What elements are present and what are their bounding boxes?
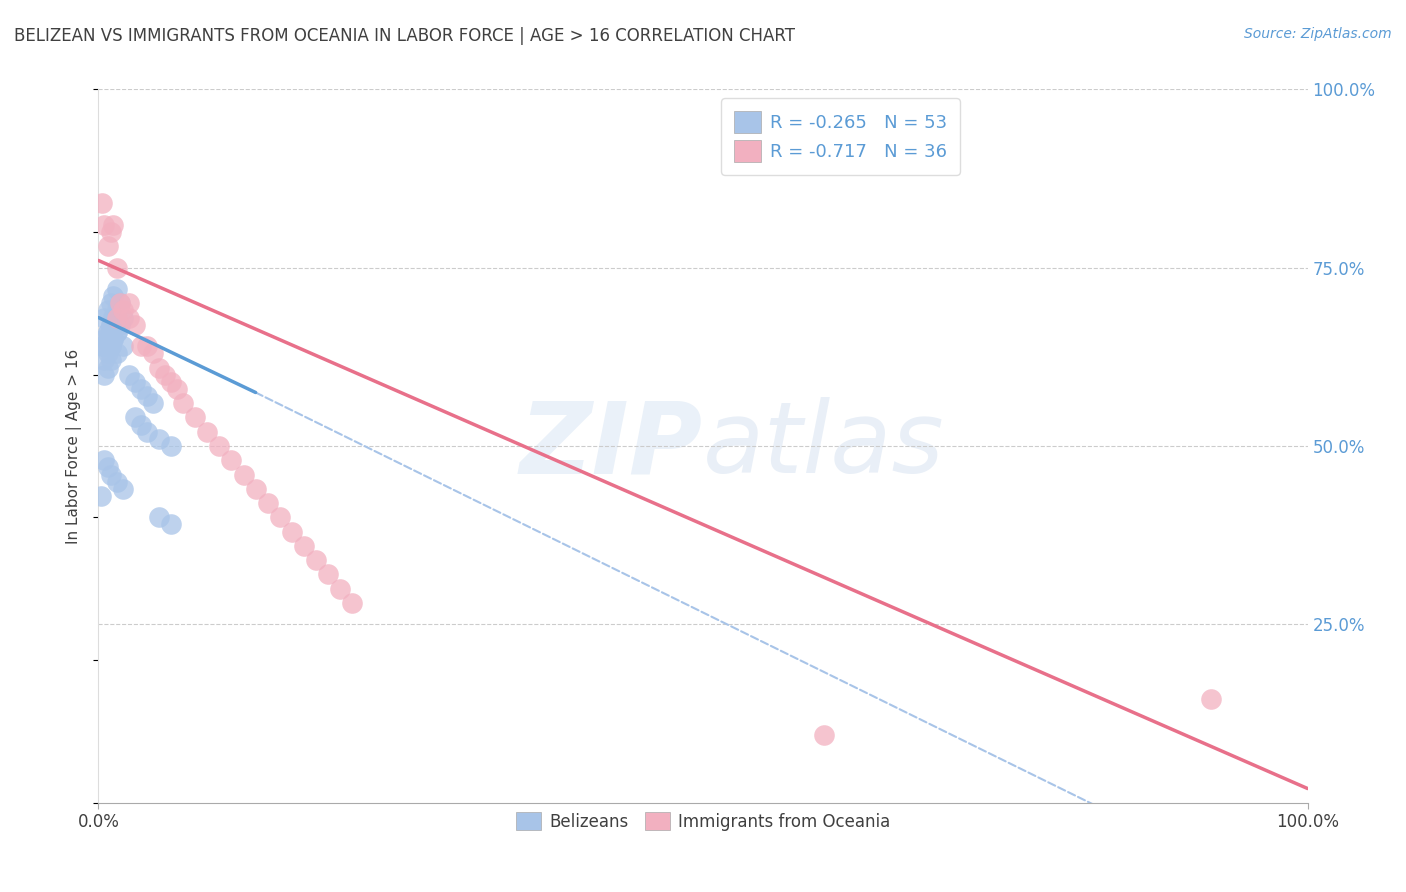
Point bbox=[100, 296, 122, 310]
Point bbox=[305, 553, 328, 567]
Point bbox=[129, 382, 152, 396]
Point bbox=[135, 389, 157, 403]
Point bbox=[135, 425, 157, 439]
Point bbox=[105, 325, 128, 339]
Point bbox=[118, 296, 141, 310]
Point bbox=[148, 360, 170, 375]
Point bbox=[100, 318, 122, 332]
Point bbox=[813, 728, 835, 742]
Point bbox=[90, 489, 112, 503]
Point bbox=[105, 310, 128, 325]
Point bbox=[166, 382, 188, 396]
Point bbox=[111, 310, 134, 325]
Point bbox=[256, 496, 278, 510]
Point bbox=[101, 332, 124, 346]
Point bbox=[100, 339, 122, 353]
Point bbox=[160, 375, 183, 389]
Point bbox=[105, 260, 128, 275]
Point bbox=[208, 439, 231, 453]
Point bbox=[101, 310, 124, 325]
Point bbox=[160, 517, 183, 532]
Point bbox=[124, 375, 146, 389]
Point bbox=[101, 318, 124, 332]
Point bbox=[108, 296, 131, 310]
Point bbox=[108, 318, 131, 332]
Point bbox=[105, 475, 128, 489]
Point bbox=[97, 460, 120, 475]
Point bbox=[91, 196, 114, 211]
Legend: Belizeans, Immigrants from Oceania: Belizeans, Immigrants from Oceania bbox=[509, 805, 897, 838]
Point bbox=[105, 303, 128, 318]
Point bbox=[148, 432, 170, 446]
Point bbox=[97, 325, 120, 339]
Point bbox=[97, 239, 120, 253]
Text: ZIP: ZIP bbox=[520, 398, 703, 494]
Point bbox=[172, 396, 194, 410]
Point bbox=[97, 325, 120, 339]
Point bbox=[101, 289, 124, 303]
Point bbox=[108, 296, 131, 310]
Point bbox=[97, 346, 120, 360]
Point bbox=[111, 482, 134, 496]
Point bbox=[148, 510, 170, 524]
Point bbox=[97, 360, 120, 375]
Point bbox=[1199, 692, 1222, 706]
Text: atlas: atlas bbox=[703, 398, 945, 494]
Point bbox=[100, 318, 122, 332]
Point bbox=[105, 310, 128, 325]
Point bbox=[269, 510, 291, 524]
Point bbox=[111, 303, 134, 318]
Point bbox=[329, 582, 352, 596]
Point bbox=[111, 339, 134, 353]
Point bbox=[97, 332, 120, 346]
Point bbox=[232, 467, 254, 482]
Text: Source: ZipAtlas.com: Source: ZipAtlas.com bbox=[1244, 27, 1392, 41]
Point bbox=[105, 346, 128, 360]
Point bbox=[100, 339, 122, 353]
Point bbox=[245, 482, 267, 496]
Point bbox=[93, 310, 115, 325]
Point bbox=[93, 332, 115, 346]
Point bbox=[129, 417, 152, 432]
Point bbox=[100, 467, 122, 482]
Point bbox=[97, 303, 120, 318]
Point bbox=[101, 310, 124, 325]
Y-axis label: In Labor Force | Age > 16: In Labor Force | Age > 16 bbox=[66, 349, 83, 543]
Point bbox=[292, 539, 315, 553]
Point bbox=[124, 410, 146, 425]
Point bbox=[221, 453, 243, 467]
Point bbox=[160, 439, 183, 453]
Point bbox=[281, 524, 304, 539]
Point bbox=[129, 339, 152, 353]
Point bbox=[184, 410, 207, 425]
Point bbox=[124, 318, 146, 332]
Point bbox=[101, 332, 124, 346]
Point bbox=[93, 353, 115, 368]
Point bbox=[153, 368, 176, 382]
Point bbox=[100, 225, 122, 239]
Point bbox=[93, 218, 115, 232]
Point bbox=[118, 310, 141, 325]
Point bbox=[118, 368, 141, 382]
Point bbox=[135, 339, 157, 353]
Point bbox=[342, 596, 364, 610]
Point bbox=[195, 425, 218, 439]
Point bbox=[142, 396, 165, 410]
Point bbox=[100, 325, 122, 339]
Point bbox=[100, 353, 122, 368]
Point bbox=[93, 339, 115, 353]
Text: BELIZEAN VS IMMIGRANTS FROM OCEANIA IN LABOR FORCE | AGE > 16 CORRELATION CHART: BELIZEAN VS IMMIGRANTS FROM OCEANIA IN L… bbox=[14, 27, 794, 45]
Point bbox=[142, 346, 165, 360]
Point bbox=[93, 368, 115, 382]
Point bbox=[316, 567, 339, 582]
Point bbox=[105, 282, 128, 296]
Point bbox=[101, 218, 124, 232]
Point bbox=[91, 339, 114, 353]
Point bbox=[93, 453, 115, 467]
Point bbox=[105, 325, 128, 339]
